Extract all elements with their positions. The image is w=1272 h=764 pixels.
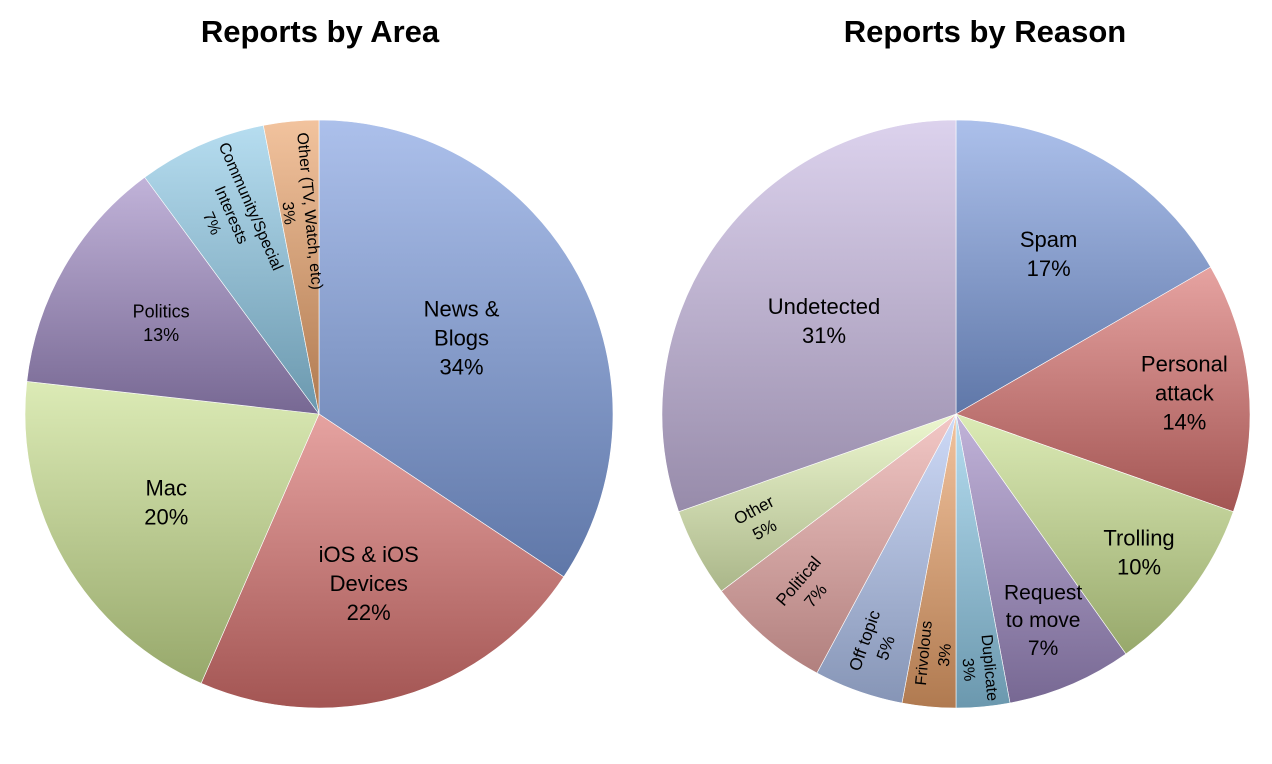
reason-slice-label-9: Undetected 31% <box>768 294 881 348</box>
chart-title-reason: Reports by Reason <box>843 14 1127 49</box>
reason-slice-label-0: Spam 17% <box>1020 227 1077 281</box>
reason-slice-label-1: Personal attack 14% <box>1141 352 1228 435</box>
reason-slice-0 <box>955 119 1212 415</box>
area-slice-1 <box>200 413 565 709</box>
area-slice-label-3: Politics 13% <box>133 301 190 345</box>
chart-title-area: Reports by Area <box>200 14 440 49</box>
area-slice-2 <box>24 381 320 684</box>
pie-chart-reason: Spam 17% Personal attack 14% Trolling 10% Reque… <box>661 119 1251 709</box>
area-slice-4 <box>144 124 320 415</box>
reason-slice-label-4: Duplicate3% <box>956 634 1000 704</box>
reason-slice-label-5: Frivolous3% <box>913 620 957 688</box>
reason-slice-3 <box>955 413 1127 704</box>
area-slice-3 <box>26 176 320 415</box>
reason-slice-label-3: Request to move 7% <box>1004 581 1082 659</box>
reason-slice-7 <box>720 413 957 674</box>
area-slice-label-0: News & Blogs 34% <box>424 296 500 379</box>
pie-chart-area: News & Blogs 34% iOS & iOS Devices 22% Mac 20% P… <box>24 119 614 709</box>
area-slice-label-1: iOS & iOS Devices 22% <box>319 542 419 625</box>
reason-slice-1 <box>955 266 1251 513</box>
reason-slice-9 <box>661 119 957 513</box>
area-slice-5 <box>263 119 320 415</box>
reason-slice-label-2: Trolling 10% <box>1103 525 1174 579</box>
reason-slice-2 <box>955 413 1234 655</box>
area-slice-label-2: Mac 20% <box>144 475 188 529</box>
